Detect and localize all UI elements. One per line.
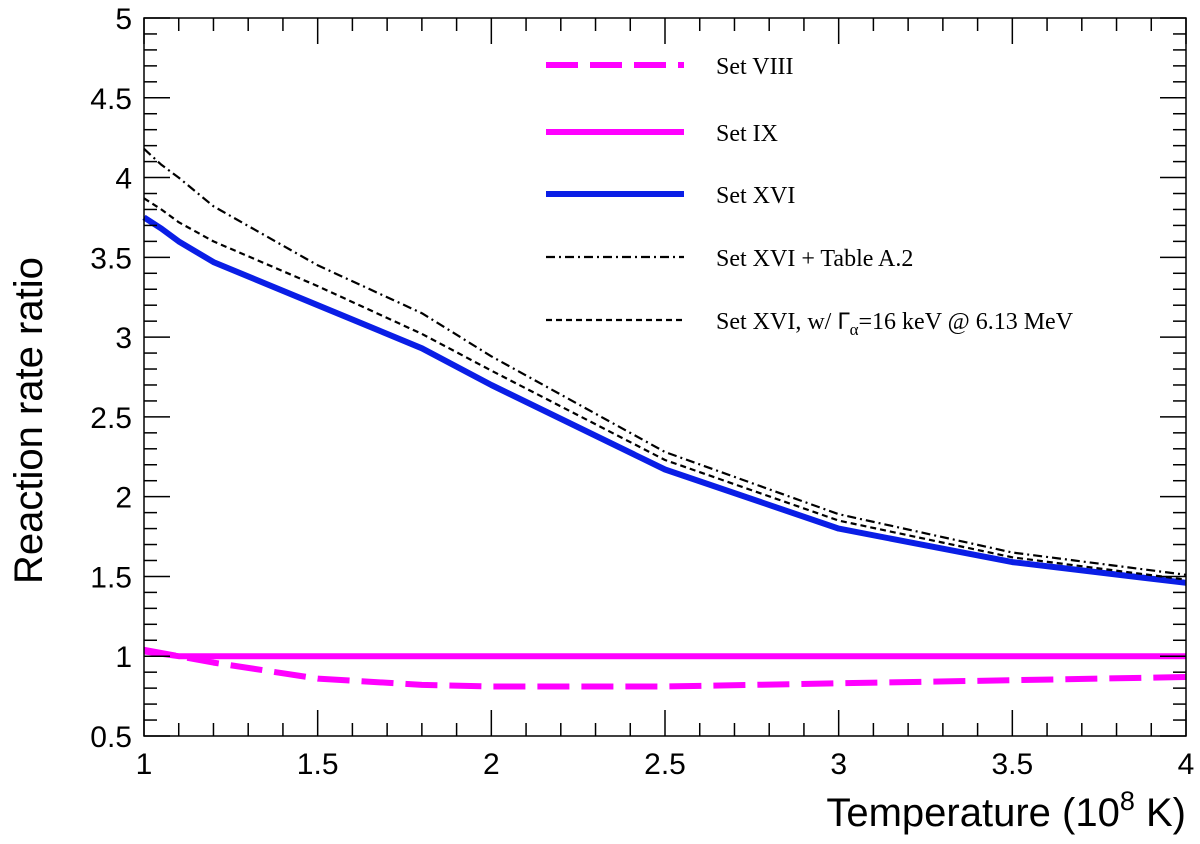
legend-label-set-xvi: Set XVI <box>716 183 795 209</box>
x-tick-label: 2.5 <box>644 748 686 781</box>
series-line-set-viii <box>143 646 1187 690</box>
y-tick-label: 2.5 <box>90 402 132 435</box>
x-tick-label: 1 <box>136 748 153 781</box>
x-axis-title-exponent: 8 <box>1120 786 1135 816</box>
series-layer <box>142 147 1187 690</box>
x-tick-labels: 1 1.5 2 2.5 3 3.5 4 <box>136 748 1195 781</box>
plot-frame <box>143 17 1187 737</box>
y-tick-label: 5 <box>115 3 132 36</box>
legend-label-set-xvi-table-a2: Set XVI + Table A.2 <box>716 246 913 272</box>
y-tick-label: 2 <box>115 482 132 515</box>
legend-label-set-ix: Set IX <box>716 121 778 147</box>
y-tick-label: 1.5 <box>90 561 132 594</box>
series-line-set-xvi-w-16-kev-6-13-mev <box>143 197 1187 581</box>
x-tick-label: 3 <box>830 748 847 781</box>
legend: Set VIII Set IX Set XVI Set XVI + Table … <box>546 54 1074 339</box>
y-tick-labels: 0.5 1 1.5 2 2.5 3 3.5 4 4.5 5 <box>90 3 132 754</box>
y-tick-label: 1 <box>115 641 132 674</box>
x-tick-label: 2 <box>483 748 500 781</box>
series-line-set-xvi-table-a-2 <box>143 147 1187 576</box>
x-axis-title: Temperature (108 K) <box>826 786 1186 835</box>
series-line-set-xvi <box>142 214 1187 586</box>
legend-label-set-viii: Set VIII <box>716 54 794 80</box>
y-tick-label: 3.5 <box>90 242 132 275</box>
y-tick-label: 4.5 <box>90 83 132 116</box>
axis-ticks <box>143 17 1187 737</box>
legend-label-set-xvi-gamma: Set XVI, w/ Γα=16 keV @ 6.13 MeV <box>716 309 1074 339</box>
x-tick-label: 1.5 <box>297 748 339 781</box>
y-tick-label: 4 <box>115 163 132 196</box>
x-tick-label: 3.5 <box>991 748 1033 781</box>
y-tick-label: 0.5 <box>90 721 132 754</box>
x-tick-label: 4 <box>1178 748 1195 781</box>
series-line-set-ix <box>143 648 1186 660</box>
y-tick-label: 3 <box>115 322 132 355</box>
y-axis-title: Reaction rate ratio <box>7 257 51 584</box>
